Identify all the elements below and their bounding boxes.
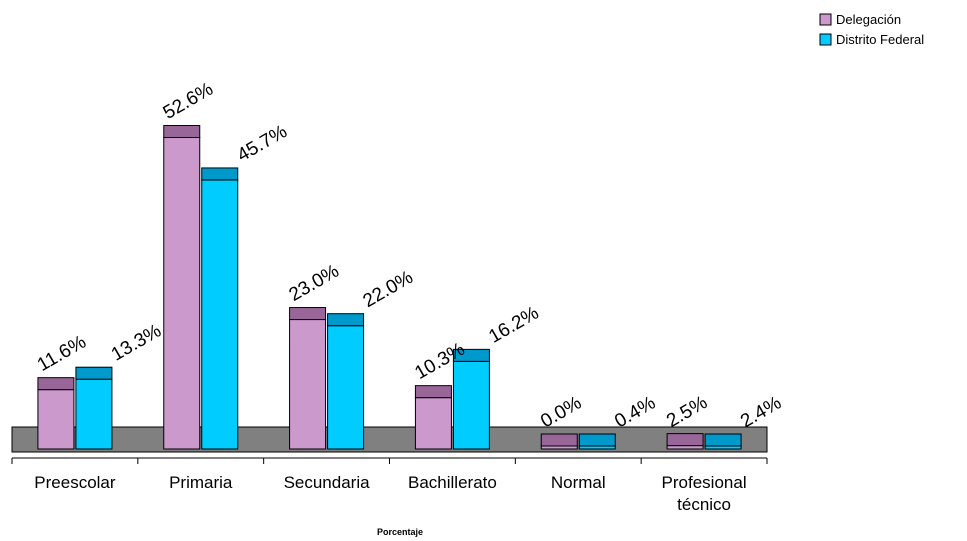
x-tick-label: Secundaria (284, 473, 371, 492)
bar-top (578, 433, 616, 447)
bar-distrito-federal (327, 313, 365, 450)
bar-top (75, 366, 113, 380)
data-label: 22.0% (360, 267, 417, 312)
legend-swatch (819, 13, 832, 26)
x-axis: Preescolar Primaria Secundaria Bachillerato… (11, 457, 768, 514)
data-label: 16.2% (485, 303, 542, 348)
bar-body (163, 137, 201, 450)
legend-label: Delegación (836, 12, 901, 27)
bar-top (163, 125, 201, 139)
bar-body (75, 378, 113, 450)
data-labels-layer: 11.6%52.6%23.0%10.3%0.0% 2.5%13.3%45.7%22… (34, 79, 785, 433)
legend-swatch (819, 33, 832, 46)
data-label: 0.4% (611, 392, 659, 432)
legend-label: Distrito Federal (836, 32, 924, 47)
chart-bars-layer (37, 125, 742, 450)
bar-distrito-federal (578, 433, 616, 450)
data-label: 23.0% (286, 261, 343, 306)
bar-top (452, 348, 490, 362)
bar-body (289, 319, 327, 450)
data-label: 52.6% (160, 79, 217, 124)
data-label: 2.4% (737, 392, 785, 432)
bar-top (540, 433, 578, 447)
data-label: 45.7% (234, 121, 291, 166)
data-label: 0.0% (537, 392, 585, 432)
bar-body (452, 360, 490, 450)
bar-delegacion (289, 307, 327, 450)
bar-distrito-federal (75, 366, 113, 450)
bar-distrito-federal (704, 433, 742, 450)
x-tick-label: Profesional técnico (662, 473, 747, 514)
bar-top (666, 433, 704, 447)
x-axis-title: Porcentaje (377, 527, 423, 537)
bar-delegacion (414, 385, 452, 450)
bar-body (414, 397, 452, 450)
bar-top (289, 307, 327, 321)
bar-body (327, 325, 365, 450)
bar-distrito-federal (201, 167, 239, 450)
bar-top (327, 313, 365, 327)
bar-delegacion (37, 377, 75, 450)
x-tick-label: Bachillerato (408, 473, 497, 492)
x-tick-label: Preescolar (34, 473, 116, 492)
bar-body (37, 389, 75, 450)
bar-delegacion (163, 125, 201, 450)
bar-top (704, 433, 742, 447)
data-label: 2.5% (663, 392, 711, 432)
data-label: 13.3% (108, 320, 165, 365)
bar-delegacion (540, 433, 578, 450)
x-tick-label: Primaria (169, 473, 233, 492)
chart-floor (11, 426, 768, 453)
bar-top (37, 377, 75, 391)
bar-top (201, 167, 239, 181)
bar-body (201, 179, 239, 450)
x-tick-label: Normal (551, 473, 606, 492)
bar-top (414, 385, 452, 399)
bar-body (666, 445, 704, 450)
legend: Delegación Distrito Federal (819, 12, 924, 47)
bar-distrito-federal (452, 348, 490, 450)
bar-delegacion (666, 433, 704, 450)
chart-floor-layer (11, 426, 768, 453)
